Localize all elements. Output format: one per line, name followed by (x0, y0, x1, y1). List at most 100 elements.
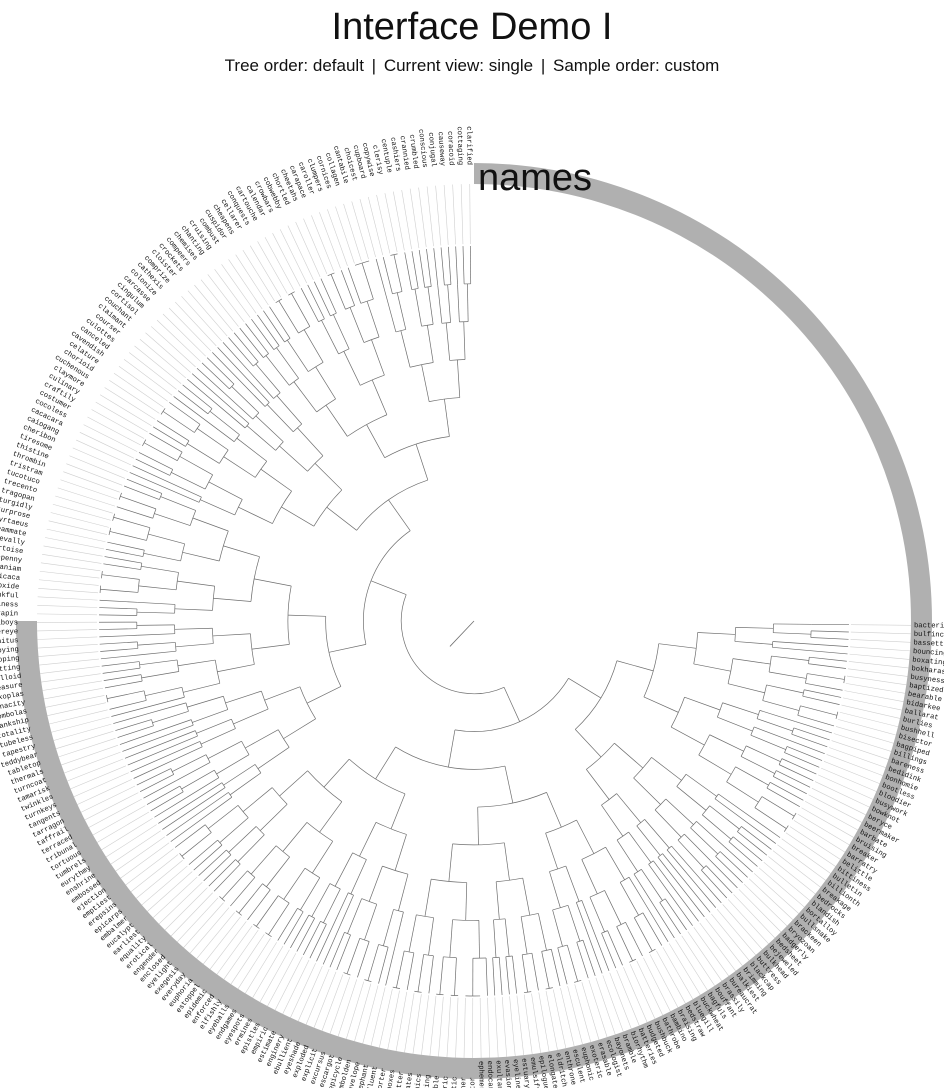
leaf-label: ephemera (476, 1061, 485, 1088)
tree-branch (213, 597, 251, 602)
leaf-guide-line (279, 229, 308, 284)
status-separator: | (540, 56, 546, 75)
leaf-guide-line (818, 774, 874, 800)
tree-branch (181, 769, 215, 790)
leaf-guide-line (57, 487, 116, 507)
tree-branch (99, 614, 137, 616)
tree-branch (326, 506, 357, 531)
tree-branch (465, 882, 468, 921)
tree-branch (171, 472, 206, 490)
leaf-guide-line (772, 850, 821, 888)
leaf-guide-line (40, 562, 101, 572)
tree-branch (366, 424, 386, 458)
leaf-guide-line (39, 570, 100, 579)
leaf-guide-line (41, 673, 101, 683)
tree-branch-arc (170, 768, 175, 775)
tree-branch (257, 314, 280, 346)
leaf-label: causeway (436, 131, 446, 167)
leaf-guide-line (443, 185, 449, 245)
tree-branch (371, 379, 388, 415)
tree-branch-arc (241, 741, 250, 755)
tree-branch (183, 682, 220, 693)
leaf-guide-line (362, 985, 379, 1044)
leaf-label: conjugal (426, 132, 437, 167)
tree-branch (616, 926, 633, 961)
tree-branch (378, 947, 389, 984)
leaf-guide-line (79, 432, 135, 459)
leaf-guide-line (722, 904, 763, 950)
leaf-guide-line (343, 203, 362, 262)
leaf-label: tallboys (0, 619, 18, 627)
tree-branch (120, 495, 157, 510)
tree-branch-arc (264, 402, 270, 407)
tree-branch (101, 574, 140, 580)
leaf-label: thankful (0, 591, 19, 601)
tree-branch (690, 827, 719, 855)
leaf-label: cottaging (455, 126, 464, 165)
leaf-label: tabbying (0, 646, 19, 656)
tree-branch (117, 725, 154, 738)
leaf-guide-line (99, 394, 152, 427)
tree-branch-arc (360, 374, 385, 386)
leaf-guide-line (91, 409, 145, 439)
tree-branch-arc (698, 734, 710, 756)
tree-branch (287, 614, 326, 617)
leaf-guide-line (141, 865, 188, 906)
leaf-guide-line (37, 605, 98, 608)
tree-branch (440, 247, 445, 286)
leaf-guide-line (152, 876, 198, 918)
leaf-guide-line (841, 704, 901, 719)
tree-branch-arc (545, 987, 553, 990)
leaf-guide-line (850, 639, 911, 643)
tree-branch (196, 428, 229, 451)
tree-branch (290, 914, 310, 949)
tree-branch (448, 843, 453, 882)
tree-branch (126, 478, 162, 494)
tree-branch-arc (229, 383, 235, 390)
leaf-guide-line (38, 579, 99, 586)
leaf-guide-line (435, 185, 442, 246)
tree-branch (255, 415, 284, 443)
tree-branch (139, 774, 174, 792)
tree-branch (100, 654, 139, 660)
leaf-guide-line (274, 956, 303, 1011)
tree-root (449, 620, 475, 647)
leaf-guide-line (835, 726, 894, 744)
tree-branch (116, 506, 153, 519)
leaf-label: bokharas (911, 665, 944, 677)
tree-branch-arc (452, 919, 479, 921)
tree-branch (726, 781, 759, 803)
tree-branch (411, 251, 419, 289)
tree-branch-arc (169, 469, 174, 476)
tree-branch (100, 588, 139, 593)
tree-branch-arc (400, 594, 505, 695)
tree-branch (145, 686, 183, 696)
tree-branch (283, 911, 304, 945)
tree-branch (242, 787, 273, 812)
status-separator: | (371, 56, 377, 75)
tree-branch (312, 841, 334, 874)
tree-branch (478, 920, 480, 959)
tree-branch (334, 852, 353, 887)
leaf-label: tallness (0, 600, 18, 609)
tree-branch (260, 468, 292, 492)
leaf-guide-line (763, 861, 811, 901)
leaf-guide-line (850, 646, 910, 652)
tree-branch (303, 921, 321, 956)
tree-branch (811, 630, 849, 633)
tree-branch (800, 705, 838, 716)
leaf-guide-lines (37, 184, 911, 1058)
leaf-guide-line (814, 781, 870, 808)
tree-branch (644, 819, 670, 849)
tree-branch (136, 611, 175, 614)
leaf-guide-line (487, 997, 490, 1058)
tree-branch (174, 824, 206, 848)
leaf-guide-line (455, 997, 459, 1058)
tree-branch (213, 863, 241, 892)
leaf-guide-line (845, 683, 906, 694)
tree-branch (297, 427, 324, 456)
leaf-guide-line (387, 990, 400, 1050)
leaf-guide-line (823, 761, 880, 784)
tree-branch (329, 932, 345, 968)
leaf-guide-line (51, 716, 110, 733)
